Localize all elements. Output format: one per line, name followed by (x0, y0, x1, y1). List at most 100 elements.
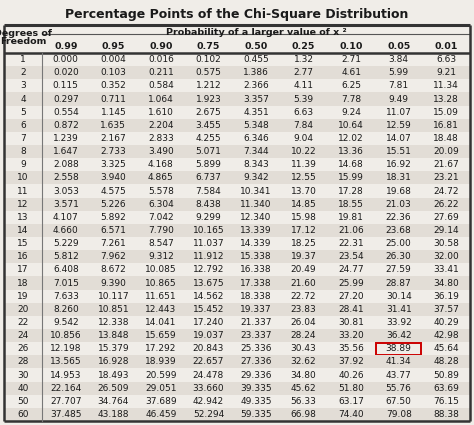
Text: 88.38: 88.38 (433, 410, 459, 419)
Text: 1.212: 1.212 (196, 81, 221, 91)
Text: 17.12: 17.12 (291, 226, 317, 235)
Text: 16.92: 16.92 (386, 160, 411, 169)
Text: 30.81: 30.81 (338, 318, 364, 327)
Text: 22.657: 22.657 (193, 357, 224, 366)
Bar (376, 343, 421, 355)
Text: 22.164: 22.164 (50, 384, 82, 393)
Text: 30.58: 30.58 (433, 239, 459, 248)
Text: 11.39: 11.39 (291, 160, 317, 169)
Text: 26.30: 26.30 (386, 252, 411, 261)
Text: 14.041: 14.041 (145, 318, 177, 327)
Text: 30: 30 (17, 371, 29, 380)
Text: 35.56: 35.56 (338, 344, 364, 353)
Text: 39.335: 39.335 (240, 384, 272, 393)
Text: 34.80: 34.80 (433, 278, 459, 287)
Text: 8.343: 8.343 (243, 160, 269, 169)
Text: 51.80: 51.80 (338, 384, 364, 393)
Text: 7.78: 7.78 (341, 94, 361, 104)
Text: Freedom: Freedom (0, 37, 46, 46)
Text: 1.647: 1.647 (53, 147, 79, 156)
Text: 42.98: 42.98 (433, 331, 459, 340)
Text: 45.62: 45.62 (291, 384, 316, 393)
Text: 4.660: 4.660 (53, 226, 79, 235)
Text: 5.892: 5.892 (100, 213, 126, 222)
Text: 9.24: 9.24 (341, 108, 361, 116)
Text: 31.41: 31.41 (386, 305, 411, 314)
Text: 20.599: 20.599 (145, 371, 177, 380)
Text: 4.61: 4.61 (341, 68, 361, 77)
Text: 6.571: 6.571 (100, 226, 126, 235)
Text: 19.037: 19.037 (192, 331, 224, 340)
Text: 1.923: 1.923 (196, 94, 221, 104)
Text: 2.833: 2.833 (148, 134, 174, 143)
Text: 3.84: 3.84 (389, 55, 409, 64)
Text: 5.578: 5.578 (148, 187, 174, 196)
Text: 22.31: 22.31 (338, 239, 364, 248)
Text: 52.294: 52.294 (193, 410, 224, 419)
Text: 7.042: 7.042 (148, 213, 173, 222)
Text: 9.542: 9.542 (53, 318, 79, 327)
Text: 7.344: 7.344 (243, 147, 269, 156)
Text: 50.89: 50.89 (433, 371, 459, 380)
Text: 23.54: 23.54 (338, 252, 364, 261)
Text: 7.84: 7.84 (293, 121, 314, 130)
Text: 18.25: 18.25 (291, 239, 317, 248)
Text: 37.689: 37.689 (145, 397, 177, 406)
Text: 5.39: 5.39 (293, 94, 314, 104)
Text: 27.336: 27.336 (240, 357, 272, 366)
Text: 79.08: 79.08 (386, 410, 411, 419)
Text: 33.660: 33.660 (192, 384, 224, 393)
Text: 17.338: 17.338 (240, 278, 272, 287)
Text: 2.71: 2.71 (341, 55, 361, 64)
Text: 27.20: 27.20 (338, 292, 364, 300)
Text: 6.346: 6.346 (243, 134, 269, 143)
Text: 11.912: 11.912 (193, 252, 224, 261)
Text: 26.04: 26.04 (291, 318, 316, 327)
Text: 7.81: 7.81 (389, 81, 409, 91)
Text: 1.32: 1.32 (293, 55, 314, 64)
Text: 67.50: 67.50 (386, 397, 411, 406)
Text: 42.942: 42.942 (193, 397, 224, 406)
Text: 21.60: 21.60 (291, 278, 317, 287)
Text: 13.565: 13.565 (50, 357, 82, 366)
Text: 19.68: 19.68 (386, 187, 411, 196)
Text: 11.34: 11.34 (433, 81, 459, 91)
Text: 36.42: 36.42 (386, 331, 411, 340)
Text: 0.584: 0.584 (148, 81, 174, 91)
Text: 18: 18 (17, 278, 29, 287)
Text: 9.312: 9.312 (148, 252, 174, 261)
Text: 28.41: 28.41 (338, 305, 364, 314)
Text: 55.76: 55.76 (386, 384, 411, 393)
Text: 4.107: 4.107 (53, 213, 79, 222)
Text: 63.17: 63.17 (338, 397, 364, 406)
Text: 15.99: 15.99 (338, 173, 364, 182)
Text: 13.339: 13.339 (240, 226, 272, 235)
Text: 2.77: 2.77 (293, 68, 314, 77)
Text: 32.00: 32.00 (433, 252, 459, 261)
Text: 21.06: 21.06 (338, 226, 364, 235)
Text: 10: 10 (17, 173, 29, 182)
Text: 1.145: 1.145 (100, 108, 126, 116)
Text: 40: 40 (18, 384, 29, 393)
Text: 3.490: 3.490 (148, 147, 174, 156)
Text: 0.000: 0.000 (53, 55, 79, 64)
Text: 1.064: 1.064 (148, 94, 174, 104)
Text: 37.57: 37.57 (433, 305, 459, 314)
Text: 11: 11 (17, 187, 29, 196)
Text: 13.70: 13.70 (291, 187, 317, 196)
Text: 26.22: 26.22 (433, 200, 459, 209)
Text: 2: 2 (20, 68, 26, 77)
Text: 2.167: 2.167 (100, 134, 126, 143)
Text: 0.115: 0.115 (53, 81, 79, 91)
Text: 38.89: 38.89 (386, 344, 411, 353)
Text: 22: 22 (18, 318, 28, 327)
Text: 0.103: 0.103 (100, 68, 126, 77)
Text: 63.69: 63.69 (433, 384, 459, 393)
Text: 10.865: 10.865 (145, 278, 177, 287)
Text: 4.575: 4.575 (100, 187, 126, 196)
Text: 10.851: 10.851 (98, 305, 129, 314)
Text: 32.62: 32.62 (291, 357, 316, 366)
Text: 8.260: 8.260 (53, 305, 79, 314)
Text: 29.14: 29.14 (433, 226, 459, 235)
Text: Degrees of: Degrees of (0, 29, 52, 38)
